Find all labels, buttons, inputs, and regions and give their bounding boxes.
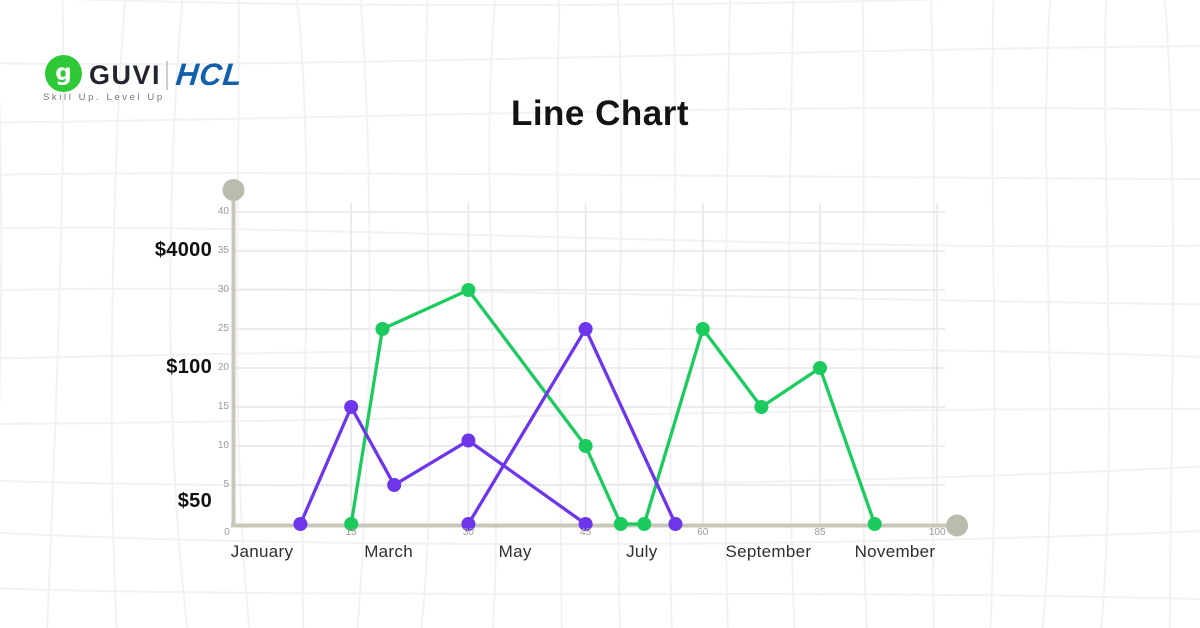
bg-grid-line: [0, 172, 1200, 181]
y-money-label: $4000: [154, 239, 212, 261]
x-axis-end-ball: [946, 514, 968, 537]
green-line-point: [695, 322, 710, 336]
guvi-icon-circle: [45, 55, 82, 92]
bg-grid-line: [861, 0, 868, 628]
x-tick-label: 85: [814, 527, 826, 538]
bg-grid-line: [0, 287, 1200, 306]
green-line-point: [867, 517, 882, 531]
bg-grid-line: [169, 0, 189, 628]
green-line-point: [461, 283, 476, 297]
x-month-label: July: [626, 542, 658, 561]
bg-grid-line: [356, 0, 371, 628]
bg-grid-line: [0, 95, 3, 410]
green-line-point: [578, 439, 593, 453]
purple-line-a-point: [387, 478, 402, 492]
guvi-wordmark: GUVI: [89, 60, 162, 90]
x-month-label: September: [725, 542, 812, 561]
purple-line-a-point: [344, 400, 359, 414]
purple-line-a: [298, 405, 588, 526]
x-month-label: March: [364, 542, 413, 561]
logo-tagline: Skill Up. Level Up: [43, 92, 165, 103]
y-tick-label: 25: [217, 323, 229, 334]
y-tick-label: 15: [217, 401, 229, 412]
bg-grid-line: [1100, 0, 1110, 628]
bg-grid-line: [929, 0, 935, 628]
bg-grid-line: [669, 0, 677, 628]
guvi-hcl-logo: g GUVI HCL Skill Up. Level Up: [43, 53, 325, 113]
bg-grid-line: [0, 226, 1200, 248]
x-month-label: May: [498, 542, 532, 561]
bg-grid-line: [0, 106, 1200, 124]
green-line-point: [375, 322, 390, 336]
guvi-icon-letter: g: [55, 60, 72, 86]
x-month-label: November: [854, 542, 936, 561]
bg-grid-line: [0, 45, 1200, 66]
guvi-g-icon: g: [45, 55, 82, 92]
purple-line-b-point: [461, 517, 476, 531]
purple-line-b-point: [668, 517, 683, 531]
green-line-point: [344, 517, 359, 531]
bg-grid-line: [71, 0, 945, 7]
x-tick-label: 0: [224, 527, 230, 538]
purple-line-a-point: [578, 517, 593, 531]
green-line-point: [754, 400, 769, 414]
purple-line-a-point: [293, 517, 308, 531]
x-tick-label: 100: [928, 527, 946, 538]
y-tick-label: 20: [217, 362, 229, 373]
y-tick-label: 30: [217, 284, 229, 295]
x-tick-label: 45: [580, 527, 592, 538]
green-line-point: [813, 361, 827, 375]
x-tick-label: 60: [697, 527, 709, 538]
y-tick-label: 10: [217, 440, 229, 451]
purple-line-b-point: [578, 322, 593, 336]
x-month-label: January: [230, 542, 294, 561]
bg-grid-line: [724, 0, 731, 628]
bg-grid-line: [1163, 0, 1175, 628]
bg-grid-line: [989, 0, 996, 628]
bg-grid-line: [1041, 0, 1052, 628]
bg-grid-line: [110, 0, 127, 628]
bg-grid-line: [0, 347, 1200, 360]
bg-grid-line: [0, 530, 1200, 546]
logo-divider: [166, 61, 168, 90]
y-tick-label: 35: [217, 245, 229, 256]
bg-grid-line: [488, 0, 497, 628]
bg-grid-line: [236, 0, 251, 628]
y-axis-end-ball: [222, 179, 245, 201]
bg-grid-line: [296, 0, 308, 628]
green-line-point: [613, 517, 628, 531]
green-line: [349, 288, 877, 526]
bg-grid-line: [788, 0, 796, 628]
x-tick-label: 30: [462, 527, 474, 538]
y-money-label: $50: [177, 490, 212, 513]
bg-grid-line: [616, 0, 623, 628]
y-tick-label: 5: [223, 479, 229, 490]
bg-grid-line: [0, 587, 1200, 601]
purple-line-a-point: [461, 433, 476, 448]
green-line-point: [637, 517, 652, 531]
y-tick-label: 40: [217, 206, 229, 217]
y-money-label: $100: [166, 356, 212, 378]
x-tick-label: 15: [345, 527, 357, 538]
page-title: Line Chart: [510, 94, 690, 133]
bg-grid-line: [556, 0, 563, 628]
